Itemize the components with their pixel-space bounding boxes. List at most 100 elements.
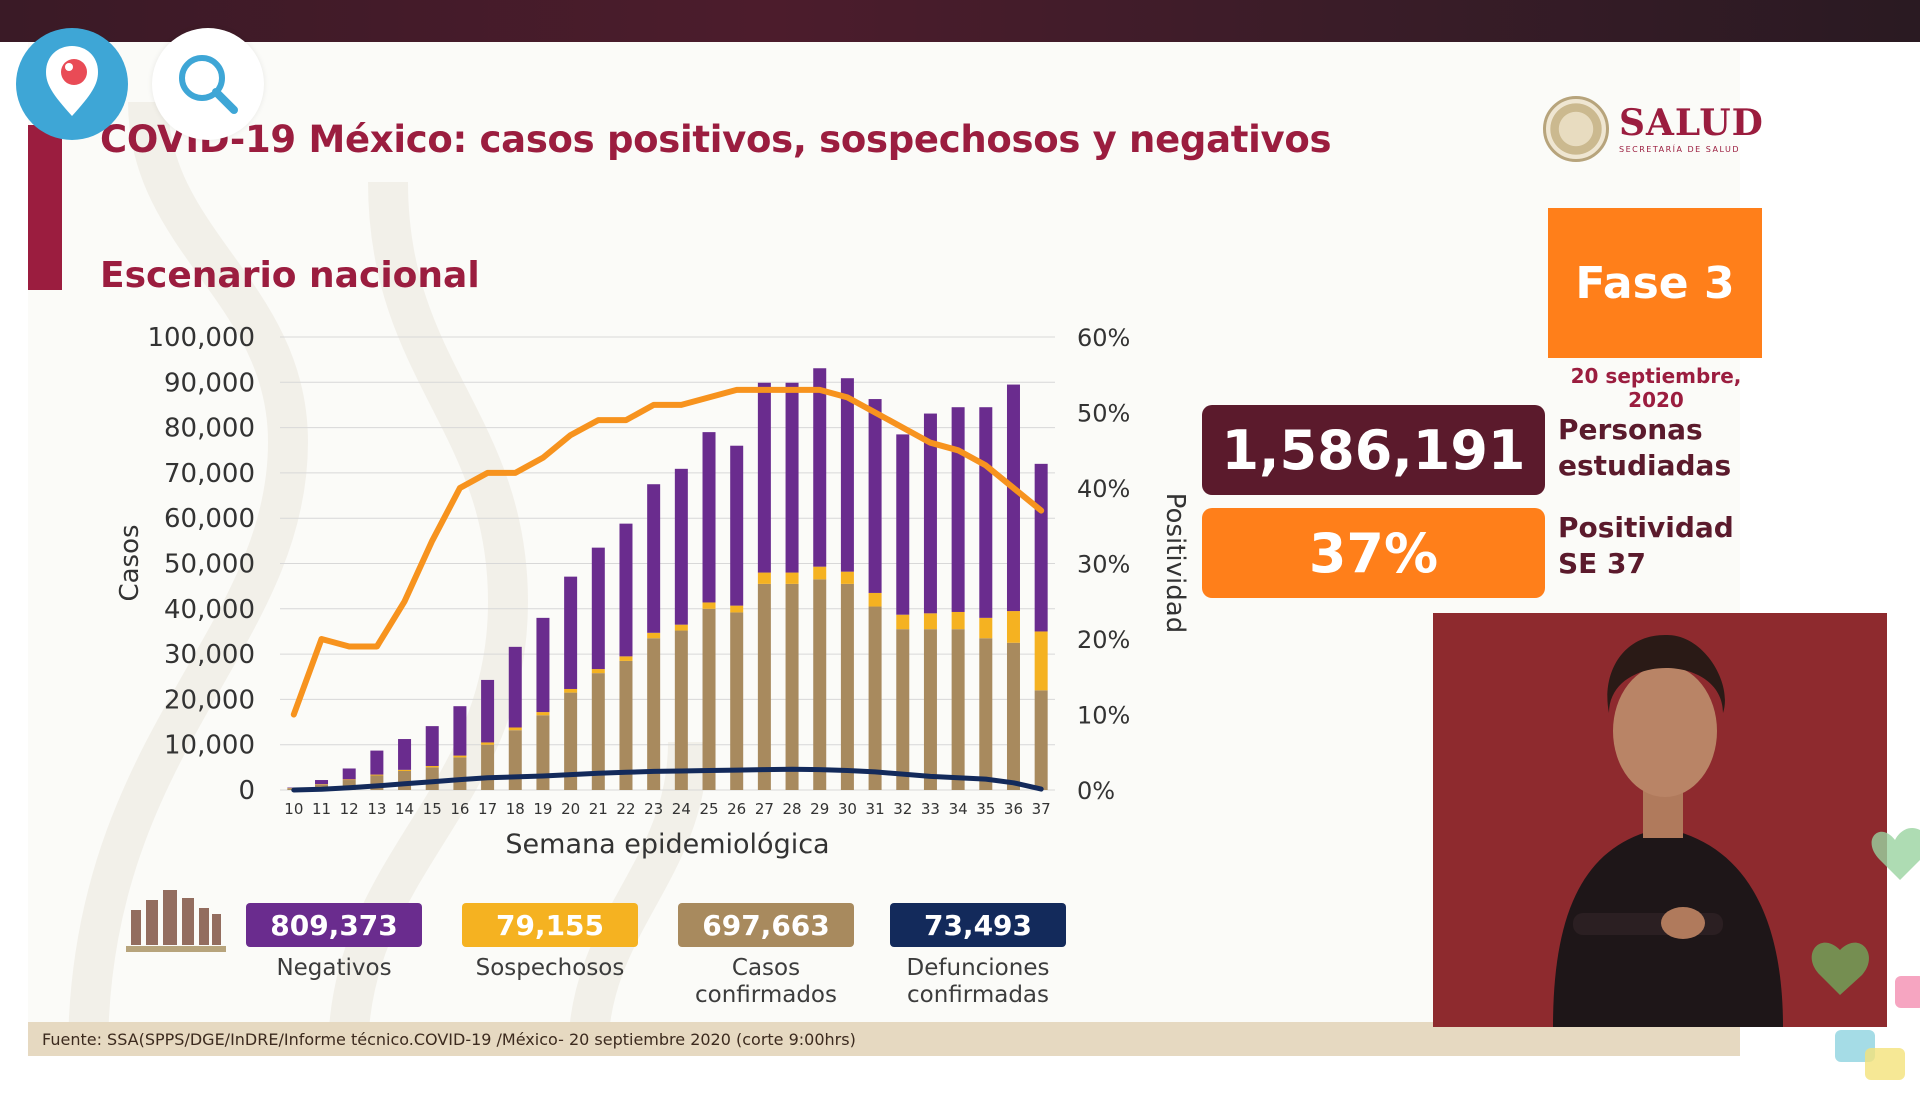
bar-segment — [453, 757, 467, 790]
bar-segment — [564, 692, 578, 790]
bar-segment — [868, 399, 882, 593]
y-tick-label: 40,000 — [164, 595, 255, 625]
bar-segment — [370, 750, 384, 775]
bar-segment — [453, 755, 467, 758]
x-tick-label: 37 — [1032, 800, 1051, 818]
bar-segment — [536, 715, 550, 790]
y2-axis-label: Positividad — [1160, 493, 1190, 633]
bar-segment — [813, 579, 827, 790]
personas-label: Personas estudiadas — [1558, 413, 1732, 482]
bar-segment — [647, 638, 661, 790]
x-tick-label: 14 — [395, 800, 414, 818]
bar-segment — [674, 468, 688, 625]
reaction-hearts — [1811, 828, 1920, 1080]
search-button[interactable] — [152, 28, 264, 140]
periscope-icon — [46, 46, 98, 116]
x-tick-label: 29 — [810, 800, 829, 818]
x-tick-label: 13 — [367, 800, 386, 818]
x-tick-label: 10 — [284, 800, 303, 818]
bar-segment — [508, 727, 522, 731]
x-tick-label: 12 — [340, 800, 359, 818]
bar-segment — [868, 592, 882, 607]
bar-segment — [674, 630, 688, 790]
y-tick-label: 20,000 — [164, 685, 255, 715]
bar-segment — [757, 583, 771, 790]
bar-segment — [896, 629, 910, 790]
y2-tick-label: 50% — [1077, 400, 1130, 428]
x-tick-label: 24 — [672, 800, 691, 818]
x-tick-label: 23 — [644, 800, 663, 818]
bar-segment — [896, 434, 910, 615]
logo-subtext: SECRETARÍA DE SALUD — [1619, 144, 1741, 154]
bar-segment — [813, 368, 827, 567]
bar-segment — [757, 572, 771, 584]
summary-label: Casos confirmados — [695, 955, 837, 1008]
bar-segment — [619, 656, 633, 661]
bar-segment — [398, 769, 412, 771]
source-note: Fuente: SSA(SPPS/DGE/InDRE/Informe técni… — [42, 1030, 856, 1049]
bar-segment — [951, 629, 965, 790]
phase-badge: Fase 3 — [1548, 208, 1762, 358]
x-tick-label: 21 — [589, 800, 608, 818]
bar-segment — [979, 407, 993, 618]
y2-tick-label: 20% — [1077, 626, 1130, 654]
y-tick-label: 10,000 — [164, 731, 255, 761]
y2-tick-label: 40% — [1077, 475, 1130, 503]
bar-segment — [951, 407, 965, 612]
y-tick-label: 100,000 — [147, 323, 255, 353]
bar-segment — [508, 730, 522, 790]
bar-segment — [979, 617, 993, 639]
bar-segment — [619, 523, 633, 657]
bar-segment — [702, 432, 716, 603]
bar-segment — [785, 382, 799, 573]
page-title: COVID-19 México: casos positivos, sospec… — [100, 118, 1332, 161]
positividad-value: 37% — [1202, 508, 1545, 598]
bar-segment — [370, 774, 384, 776]
periscope-button[interactable] — [16, 28, 128, 140]
bar-segment — [425, 765, 439, 768]
bar-segment — [785, 583, 799, 790]
bar-segment — [591, 669, 605, 674]
x-tick-label: 19 — [533, 800, 552, 818]
summary-value: 79,155 — [462, 903, 638, 947]
bar-segment — [342, 780, 356, 790]
bar-segment — [923, 613, 937, 630]
bar-segment — [398, 739, 412, 770]
top-bar — [0, 0, 1920, 42]
bar-segment — [342, 779, 356, 781]
y-tick-label: 70,000 — [164, 459, 255, 489]
bar-segment — [536, 617, 550, 713]
deaths-line — [291, 766, 1044, 793]
x-tick-label: 30 — [838, 800, 857, 818]
bar-segment — [453, 706, 467, 756]
bar-segment — [730, 605, 744, 613]
personas-value: 1,586,191 — [1202, 405, 1545, 495]
x-tick-label: 27 — [755, 800, 774, 818]
x-tick-label: 22 — [616, 800, 635, 818]
bar-segment — [979, 638, 993, 790]
bar-segment — [923, 413, 937, 614]
bar-segment — [1034, 631, 1048, 691]
bar-segment — [868, 606, 882, 790]
bar-segment — [619, 660, 633, 790]
y-tick-label: 0 — [238, 776, 255, 806]
x-tick-label: 17 — [478, 800, 497, 818]
x-tick-label: 18 — [506, 800, 525, 818]
bar-segment — [647, 632, 661, 639]
x-tick-label: 15 — [423, 800, 442, 818]
x-tick-label: 20 — [561, 800, 580, 818]
report-date: 20 septiembre, 2020 — [1570, 364, 1742, 412]
bar-segment — [923, 629, 937, 790]
summary-label: Negativos — [276, 955, 392, 981]
bar-segment — [536, 712, 550, 716]
bar-segment — [1006, 611, 1020, 643]
positivity-line — [290, 386, 1045, 718]
bar-segment — [647, 484, 661, 633]
positividad-label: Positividad SE 37 — [1558, 511, 1734, 580]
bar-segment — [564, 688, 578, 693]
bar-segment — [481, 679, 495, 743]
page-subtitle: Escenario nacional — [100, 255, 480, 296]
y-axis-label: Casos — [115, 524, 145, 601]
summary-value: 809,373 — [246, 903, 422, 947]
